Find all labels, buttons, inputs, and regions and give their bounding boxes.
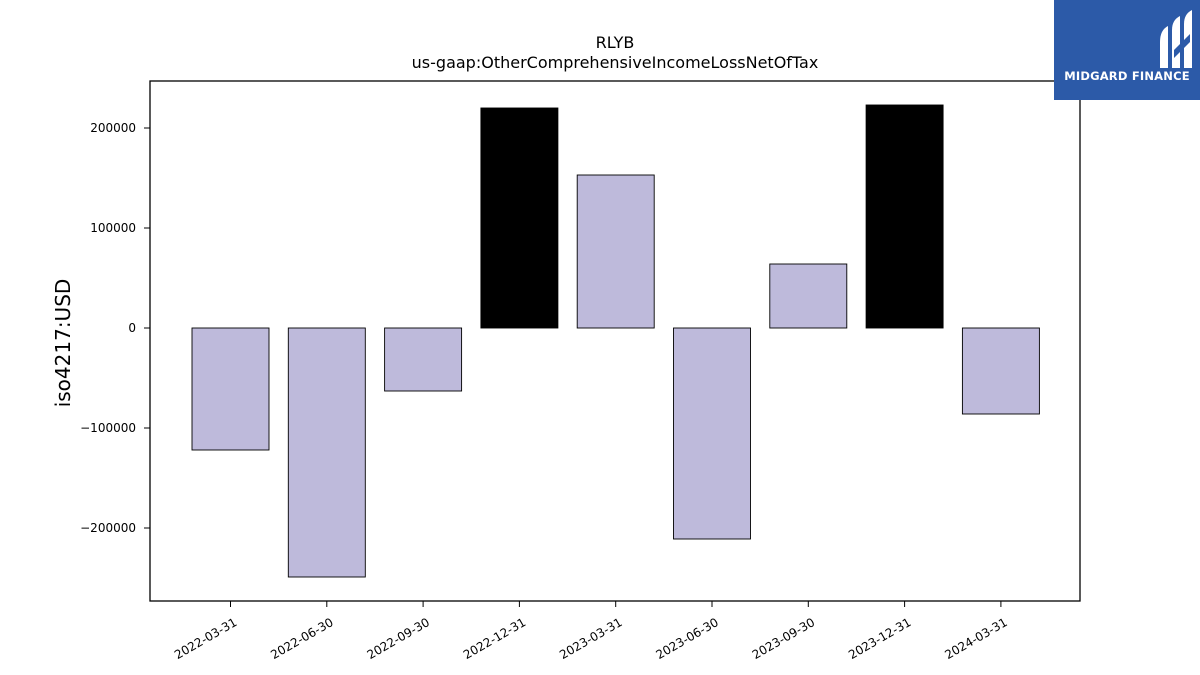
x-tick-label: 2022-03-31 [172,615,239,662]
bar-2022-09-30 [384,327,463,392]
y-tick-label: 200000 [90,121,136,135]
x-tick-label: 2023-09-30 [750,615,817,662]
bar-2022-12-31 [480,107,559,329]
plot-frame [149,80,1081,602]
bar-2023-03-31 [576,174,655,329]
chart-subtitle: us-gaap:OtherComprehensiveIncomeLossNetO… [412,53,819,72]
y-tick-label: −200000 [80,521,136,535]
x-tick-label: 2023-03-31 [557,615,624,662]
bar-2023-09-30 [769,263,848,329]
x-tick-label: 2022-06-30 [268,615,335,662]
y-tick-label: 0 [128,321,136,335]
bar-2023-06-30 [673,327,751,540]
bar-2022-06-30 [287,327,366,578]
bar-2023-12-31 [865,104,944,329]
x-axis-ticks: 2022-03-31 2022-06-30 2022-09-30 2022-12-31… [172,601,1010,662]
y-axis-ticks: 200000 100000 0 −100000 −200000 [80,121,150,535]
y-axis-label: iso4217:USD [51,279,75,408]
logo-text: MIDGARD FINANCE [1064,69,1190,83]
x-tick-label: 2023-12-31 [846,615,913,662]
midgard-logo-icon [1160,10,1192,68]
x-tick-label: 2022-09-30 [365,615,432,662]
x-tick-label: 2023-06-30 [653,615,720,662]
bar-2024-03-31 [961,327,1040,415]
y-tick-label: −100000 [80,421,136,435]
x-tick-label: 2022-12-31 [461,615,528,662]
midgard-finance-logo: MIDGARD FINANCE [1054,0,1200,100]
x-tick-label: 2024-03-31 [942,615,1009,662]
bar-2022-03-31 [191,327,270,451]
y-tick-label: 100000 [90,221,136,235]
chart-title: RLYB [596,33,635,52]
bars-group [191,104,1040,578]
